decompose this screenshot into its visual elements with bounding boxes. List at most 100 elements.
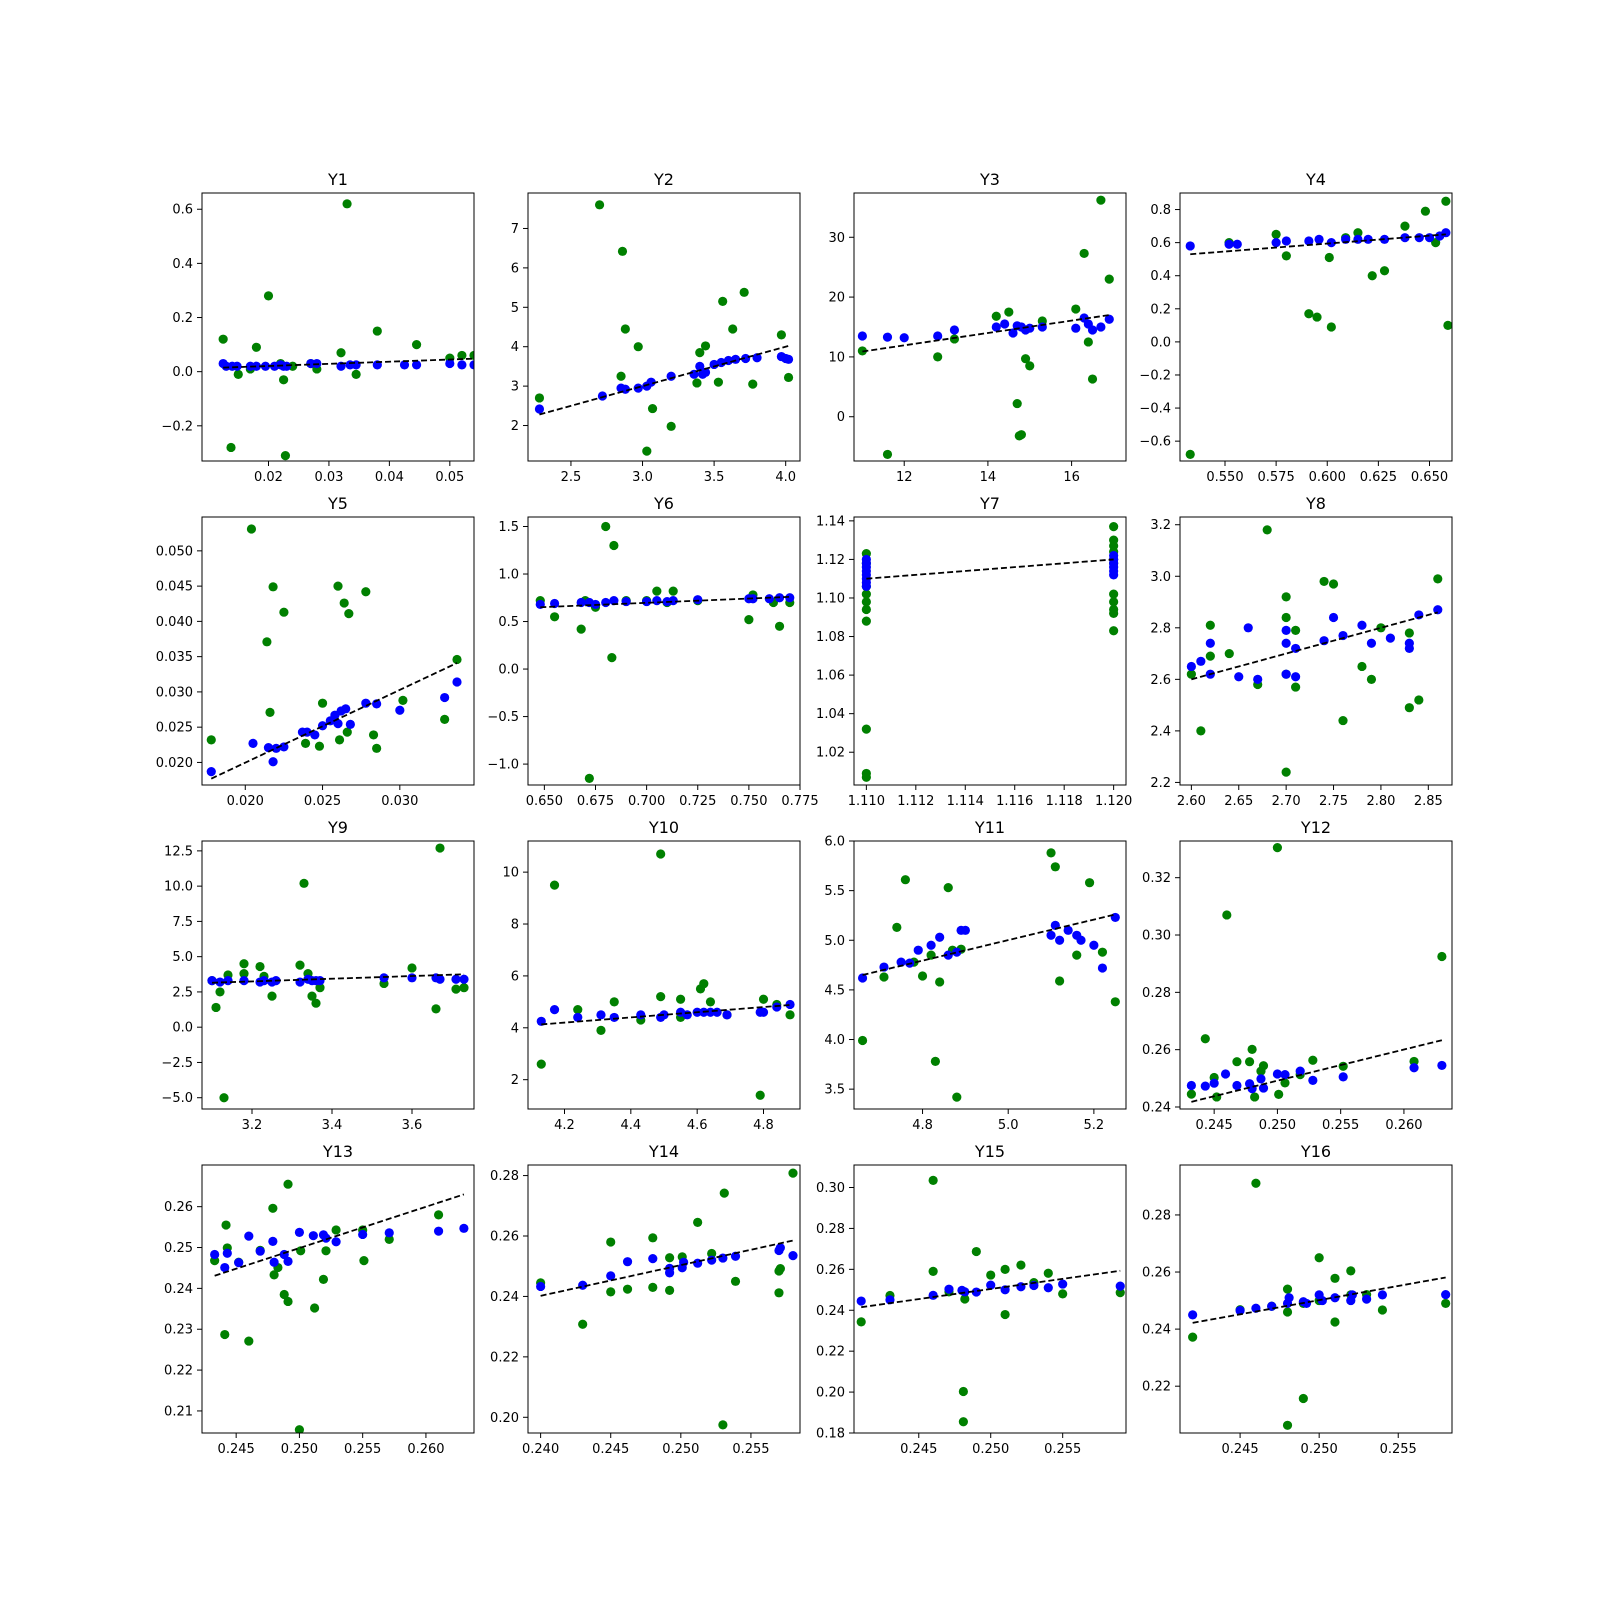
axes-frame [1179,840,1453,1110]
observed-point [1404,703,1414,713]
observed-point [879,972,889,982]
panel-y1: Y1 0.02 0.03 0.04 0.05 −0.2 0.0 0.2 0.4 0.6 [161,170,475,485]
predicted-point [1096,322,1106,332]
observed-point [1250,1092,1260,1102]
y-tick-label: −0.2 [161,419,193,434]
y-tick-label: 1.12 [816,553,845,568]
observed-point [620,324,630,334]
y-tick-label: 1.5 [498,520,519,535]
observed-point [1409,1056,1419,1067]
y-tick-label: 0.24 [816,1304,845,1319]
predicted-point [943,950,953,960]
x-tick-label: 0.255 [1380,1442,1417,1457]
y-tick-label: −0.2 [1139,368,1171,383]
x-tick-label: 0.245 [592,1442,629,1457]
x-tick-label: 1.118 [1046,794,1083,809]
observed-point [1281,767,1291,777]
observed-point [1353,228,1363,238]
y-tick-label: 0.0 [1150,335,1171,350]
observed-point [1312,312,1322,322]
observed-point [296,1246,306,1256]
y-tick-label: 0.035 [156,650,193,665]
observed-point [1043,1268,1053,1278]
observed-point [1366,674,1377,684]
observed-point [1377,1305,1388,1315]
x-tick-label: 0.675 [577,794,614,809]
predicted-point [596,1010,606,1020]
predicted-point [722,1010,732,1020]
observed-point [311,998,321,1008]
observed-point [882,449,893,460]
y-tick-label: 0.26 [164,1200,193,1215]
y-tick-label: 0.28 [1142,986,1171,1001]
predicted-point [282,361,292,371]
predicted-point [882,332,893,342]
predicted-point [210,1249,220,1260]
predicted-point [269,1257,279,1267]
observed-point [656,849,666,859]
observed-point [307,991,317,1001]
observed-point [1000,1309,1010,1320]
fit-line [223,357,474,369]
x-tick-label: 0.245 [1196,1118,1233,1133]
observed-point [1222,910,1232,920]
predicted-point [861,581,871,592]
predicted-point [679,1257,689,1267]
observed-point [317,698,328,708]
x-tick-label: 2.65 [1224,794,1253,809]
y-tick-label: 0.025 [156,721,193,736]
panel-y7: Y7 1.110 1.112 1.114 1.116 1.118 1.120 1.02 1.04… [816,494,1132,809]
x-tick-label: 5.0 [998,1118,1019,1133]
x-tick-label: 0.020 [227,794,264,809]
observed-point [318,1274,329,1284]
observed-point [730,1276,741,1286]
y-tick-label: 2 [511,1073,519,1088]
plot-area [536,1168,798,1430]
observed-point [755,1090,765,1100]
predicted-point [260,361,271,371]
predicted-point [730,354,741,364]
x-tick-label: 3.2 [242,1118,263,1133]
x-tick-label: 0.650 [1411,470,1448,485]
predicted-point [609,1012,619,1023]
observed-point [692,378,702,388]
y-tick-label: 4.5 [824,983,845,998]
x-tick-label: 0.025 [304,794,341,809]
observed-point [578,1319,588,1329]
predicted-point [1409,1063,1419,1073]
predicted-point [358,1229,368,1240]
observed-point [251,342,261,352]
observed-point [648,1282,658,1292]
x-tick-label: 1.110 [848,794,885,809]
predicted-point [1109,570,1119,580]
predicted-point [1058,1279,1068,1289]
observed-point [665,1285,675,1295]
panel-y16: Y16 0.245 0.250 0.255 0.22 0.24 0.26 0.28 [1142,1142,1453,1457]
x-tick-label: 5.2 [1084,1118,1105,1133]
observed-point [1247,1044,1257,1054]
observed-point [1205,620,1215,630]
observed-point [1441,1298,1451,1309]
observed-point [700,341,711,351]
observed-point [451,984,461,994]
observed-point [986,1270,996,1280]
x-tick-label: 0.250 [662,1442,699,1457]
observed-point [342,727,352,737]
observed-point [459,983,469,993]
predicted-point [856,1296,866,1306]
observed-point [617,246,628,256]
plot-area [1185,196,1452,459]
predicted-point [857,973,868,983]
y-tick-label: 0.020 [156,756,193,771]
x-tick-label: 0.255 [344,1442,381,1457]
predicted-point [220,1262,230,1273]
x-tick-label: 0.245 [218,1442,255,1457]
y-tick-label: −0.5 [487,710,519,725]
observed-point [668,586,678,596]
observed-point [211,1002,221,1013]
y-tick-label: 7.5 [172,915,193,930]
observed-point [1004,307,1014,317]
observed-point [930,1056,940,1066]
predicted-point [451,974,461,984]
predicted-point [1243,623,1253,633]
